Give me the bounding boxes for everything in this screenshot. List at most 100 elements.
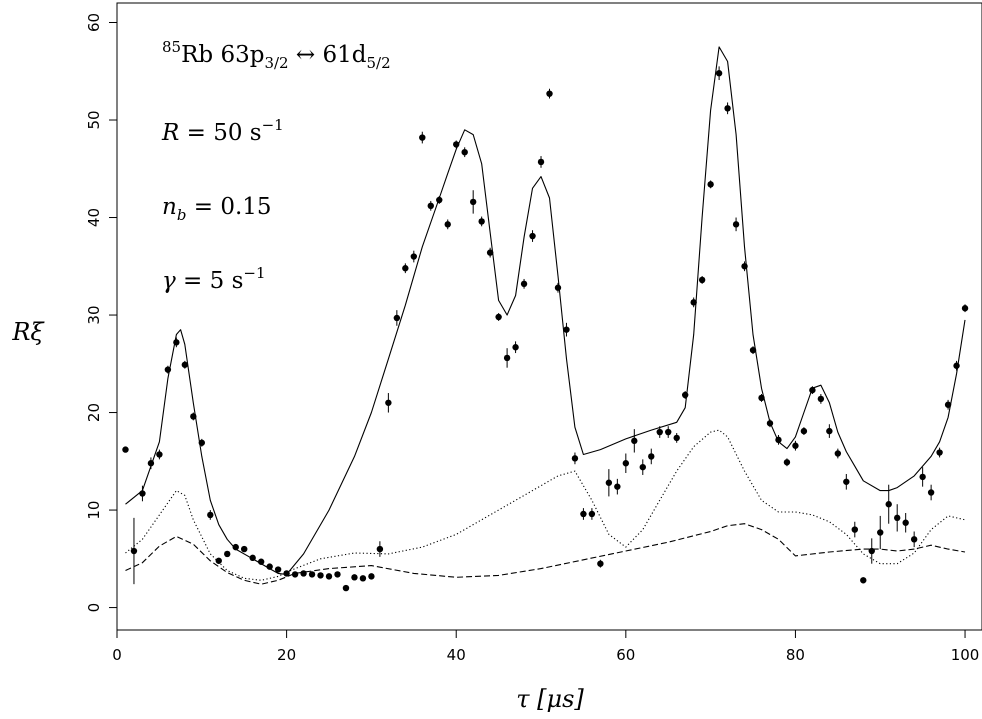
dotted-model-curve (125, 429, 966, 581)
data-point (698, 276, 706, 284)
data-point (529, 230, 536, 242)
data-point (215, 557, 222, 564)
data-point (164, 365, 172, 374)
data-point-marker (877, 529, 884, 536)
data-point (910, 531, 918, 548)
x-axis-title: τ [μs] (516, 685, 584, 713)
data-point-marker (215, 557, 222, 564)
data-point (122, 446, 129, 453)
data-point-marker (232, 543, 239, 551)
data-point (291, 571, 299, 578)
axes: 0 20 40 60 80 100 0 10 20 30 40 50 60 (85, 13, 979, 664)
data-point (681, 391, 689, 399)
data-point (308, 571, 316, 578)
data-point-marker (597, 560, 604, 567)
data-point (656, 426, 663, 438)
data-point-marker (266, 563, 273, 570)
y-tick-label: 0 (85, 603, 103, 613)
data-point (385, 393, 392, 413)
data-point-marker (419, 134, 426, 141)
data-point (885, 484, 892, 524)
data-point-marker (707, 181, 714, 188)
data-point (453, 140, 460, 149)
data-point (927, 484, 935, 501)
data-point (190, 412, 197, 421)
data-point (571, 452, 579, 465)
data-point-marker (919, 473, 926, 481)
data-point (249, 554, 256, 562)
y-tick-label: 20 (85, 403, 103, 422)
data-point-marker (122, 446, 129, 453)
data-point (868, 538, 875, 564)
data-point (402, 263, 409, 274)
data-point (783, 458, 791, 467)
data-point (486, 247, 494, 258)
data-point-marker (851, 526, 858, 533)
data-point (368, 573, 375, 580)
data-point (427, 200, 434, 211)
data-point (741, 261, 748, 272)
data-point (198, 438, 206, 447)
data-point (588, 508, 596, 520)
data-point-marker (936, 449, 943, 456)
data-point (317, 572, 324, 579)
data-point (241, 545, 248, 553)
data-point-marker (834, 450, 842, 457)
data-point (877, 515, 884, 550)
data-point-marker (614, 483, 621, 490)
data-point (266, 563, 273, 570)
data-point-marker (478, 218, 485, 225)
data-point-marker (817, 395, 825, 403)
data-point (181, 360, 189, 369)
data-point (732, 217, 740, 232)
data-point-marker (224, 550, 231, 558)
data-point-marker (648, 453, 655, 460)
data-point-marker (461, 148, 468, 156)
data-point-marker (681, 391, 689, 399)
data-point-marker (495, 313, 502, 321)
y-tick-label: 60 (85, 13, 103, 32)
data-point (775, 434, 782, 445)
data-point (648, 448, 655, 465)
data-point-marker (257, 558, 265, 565)
data-point-marker (444, 221, 451, 228)
data-point (334, 571, 341, 578)
data-point (766, 419, 774, 428)
data-point (156, 449, 163, 460)
data-point (826, 424, 833, 438)
data-point-marker (563, 326, 570, 333)
x-tick-label: 80 (786, 646, 805, 664)
data-point-marker (393, 314, 401, 322)
data-point (207, 510, 214, 520)
annotation-block: 85Rb 63p3/2 ↔ 61d5/2 R = 50 s−1 nb = 0.1… (161, 38, 391, 294)
data-point-marker (529, 232, 536, 240)
data-point-marker (351, 574, 358, 581)
data-point-marker (520, 280, 528, 288)
data-point (554, 282, 562, 293)
data-point (715, 66, 723, 81)
data-point (257, 558, 265, 565)
data-point-marker (503, 354, 511, 362)
data-point (605, 469, 613, 497)
y-axis-title: Rξ (11, 318, 45, 346)
data-point (342, 584, 350, 592)
y-tick-label: 10 (85, 501, 103, 520)
data-point-marker (927, 489, 935, 496)
data-point-marker (190, 413, 197, 420)
data-point (809, 386, 816, 395)
data-point-marker (554, 284, 562, 291)
data-point (580, 508, 587, 520)
data-point-marker (961, 305, 969, 312)
data-point-marker (893, 514, 901, 522)
data-point-marker (944, 401, 952, 408)
data-point-marker (325, 573, 333, 580)
data-point-marker (631, 437, 638, 445)
data-point (359, 575, 367, 582)
data-point (800, 427, 808, 435)
data-point-marker (164, 366, 172, 373)
data-point (274, 566, 282, 573)
data-point-marker (724, 105, 731, 112)
data-point (843, 473, 850, 490)
data-point (614, 478, 621, 495)
data-point-marker (241, 545, 248, 553)
